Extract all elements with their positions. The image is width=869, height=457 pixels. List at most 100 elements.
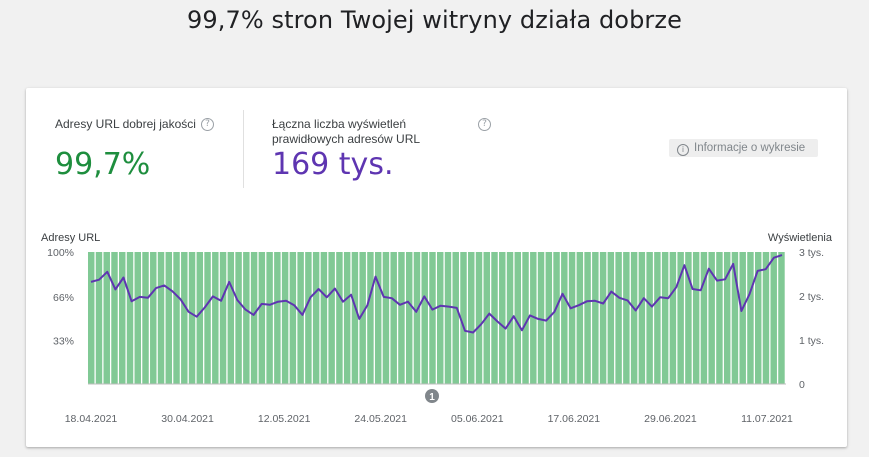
bar[interactable] — [95, 252, 103, 384]
bar[interactable] — [367, 252, 374, 384]
bar[interactable] — [243, 252, 250, 384]
bar[interactable] — [661, 252, 669, 384]
bar[interactable] — [530, 252, 537, 384]
bar[interactable] — [568, 252, 576, 384]
chart-info-button[interactable]: i Informacje o wykresie — [669, 139, 818, 157]
bar[interactable] — [437, 252, 444, 384]
bar[interactable] — [343, 252, 351, 384]
bar[interactable] — [475, 252, 483, 384]
bar[interactable] — [142, 252, 149, 384]
bar[interactable] — [305, 252, 312, 384]
bar[interactable] — [669, 252, 677, 384]
bar[interactable] — [413, 252, 421, 384]
bar[interactable] — [723, 252, 731, 384]
bar[interactable] — [336, 252, 343, 384]
bar[interactable] — [553, 252, 560, 384]
bar[interactable] — [615, 252, 622, 384]
impressions-metric[interactable]: Łączna liczba wyświetleń prawidłowych ad… — [272, 117, 491, 182]
bar[interactable] — [506, 252, 514, 384]
bar[interactable] — [537, 252, 545, 384]
bar[interactable] — [219, 252, 227, 384]
bar[interactable] — [297, 252, 304, 384]
impressions-value: 169 tys. — [272, 147, 394, 182]
bar[interactable] — [119, 252, 126, 384]
bar[interactable] — [429, 252, 436, 384]
bar[interactable] — [103, 252, 110, 384]
annotation-circle[interactable] — [425, 389, 439, 403]
bar[interactable] — [747, 252, 754, 384]
bar[interactable] — [716, 252, 723, 384]
bar[interactable] — [398, 252, 405, 384]
bar[interactable] — [630, 252, 638, 384]
bar[interactable] — [778, 252, 785, 384]
bar[interactable] — [677, 252, 684, 384]
bar[interactable] — [235, 252, 242, 384]
bar[interactable] — [289, 252, 297, 384]
bar[interactable] — [126, 252, 134, 384]
bar[interactable] — [196, 252, 204, 384]
bar[interactable] — [274, 252, 281, 384]
bar[interactable] — [405, 252, 413, 384]
bar[interactable] — [390, 252, 397, 384]
bar[interactable] — [165, 252, 173, 384]
bar[interactable] — [700, 252, 708, 384]
bar[interactable] — [499, 252, 506, 384]
bar[interactable] — [576, 252, 584, 384]
annotation-marker[interactable]: 1 — [425, 389, 439, 403]
bar[interactable] — [258, 252, 266, 384]
chart-info-label: Informacje o wykresie — [694, 142, 806, 154]
bar[interactable] — [351, 252, 359, 384]
bar[interactable] — [281, 252, 289, 384]
bar[interactable] — [312, 252, 320, 384]
bar[interactable] — [607, 252, 615, 384]
bar[interactable] — [584, 252, 591, 384]
bar[interactable] — [754, 252, 762, 384]
x-tick-label: 29.06.2021 — [644, 413, 697, 425]
good-urls-metric[interactable]: Adresy URL dobrej jakości ? 99,7% — [55, 117, 214, 182]
bar[interactable] — [468, 252, 475, 384]
bar[interactable] — [692, 252, 700, 384]
bar[interactable] — [266, 252, 273, 384]
bar[interactable] — [111, 252, 118, 384]
bar[interactable] — [320, 252, 328, 384]
bar[interactable] — [561, 252, 568, 384]
bar[interactable] — [188, 252, 196, 384]
bar[interactable] — [421, 252, 428, 384]
bar[interactable] — [770, 252, 777, 384]
bar[interactable] — [646, 252, 653, 384]
bar[interactable] — [328, 252, 335, 384]
impressions-label-line1: Łączna liczba wyświetleń — [272, 117, 407, 131]
bar[interactable] — [382, 252, 390, 384]
bar[interactable] — [88, 252, 95, 384]
bar[interactable] — [204, 252, 211, 384]
bar[interactable] — [739, 252, 746, 384]
bar[interactable] — [452, 252, 459, 384]
help-icon[interactable]: ? — [201, 118, 214, 131]
bar[interactable] — [374, 252, 382, 384]
bar[interactable] — [227, 252, 235, 384]
bar[interactable] — [157, 252, 165, 384]
bar[interactable] — [212, 252, 219, 384]
bar[interactable] — [134, 252, 141, 384]
bar[interactable] — [599, 252, 607, 384]
bar[interactable] — [638, 252, 646, 384]
bar[interactable] — [514, 252, 522, 384]
bar[interactable] — [250, 252, 258, 384]
impressions-label-line2: prawidłowych adresów URL — [272, 132, 421, 146]
bar[interactable] — [173, 252, 180, 384]
impressions-line — [90, 254, 783, 334]
bar[interactable] — [460, 252, 467, 384]
bar[interactable] — [731, 252, 739, 384]
bar[interactable] — [359, 252, 366, 384]
bar[interactable] — [522, 252, 529, 384]
bar[interactable] — [181, 252, 188, 384]
bar[interactable] — [654, 252, 661, 384]
bar[interactable] — [444, 252, 452, 384]
bar[interactable] — [623, 252, 630, 384]
bar[interactable] — [592, 252, 599, 384]
bar[interactable] — [762, 252, 770, 384]
help-icon[interactable]: ? — [478, 118, 491, 131]
bar[interactable] — [708, 252, 715, 384]
bar[interactable] — [685, 252, 692, 384]
bar[interactable] — [150, 252, 157, 384]
